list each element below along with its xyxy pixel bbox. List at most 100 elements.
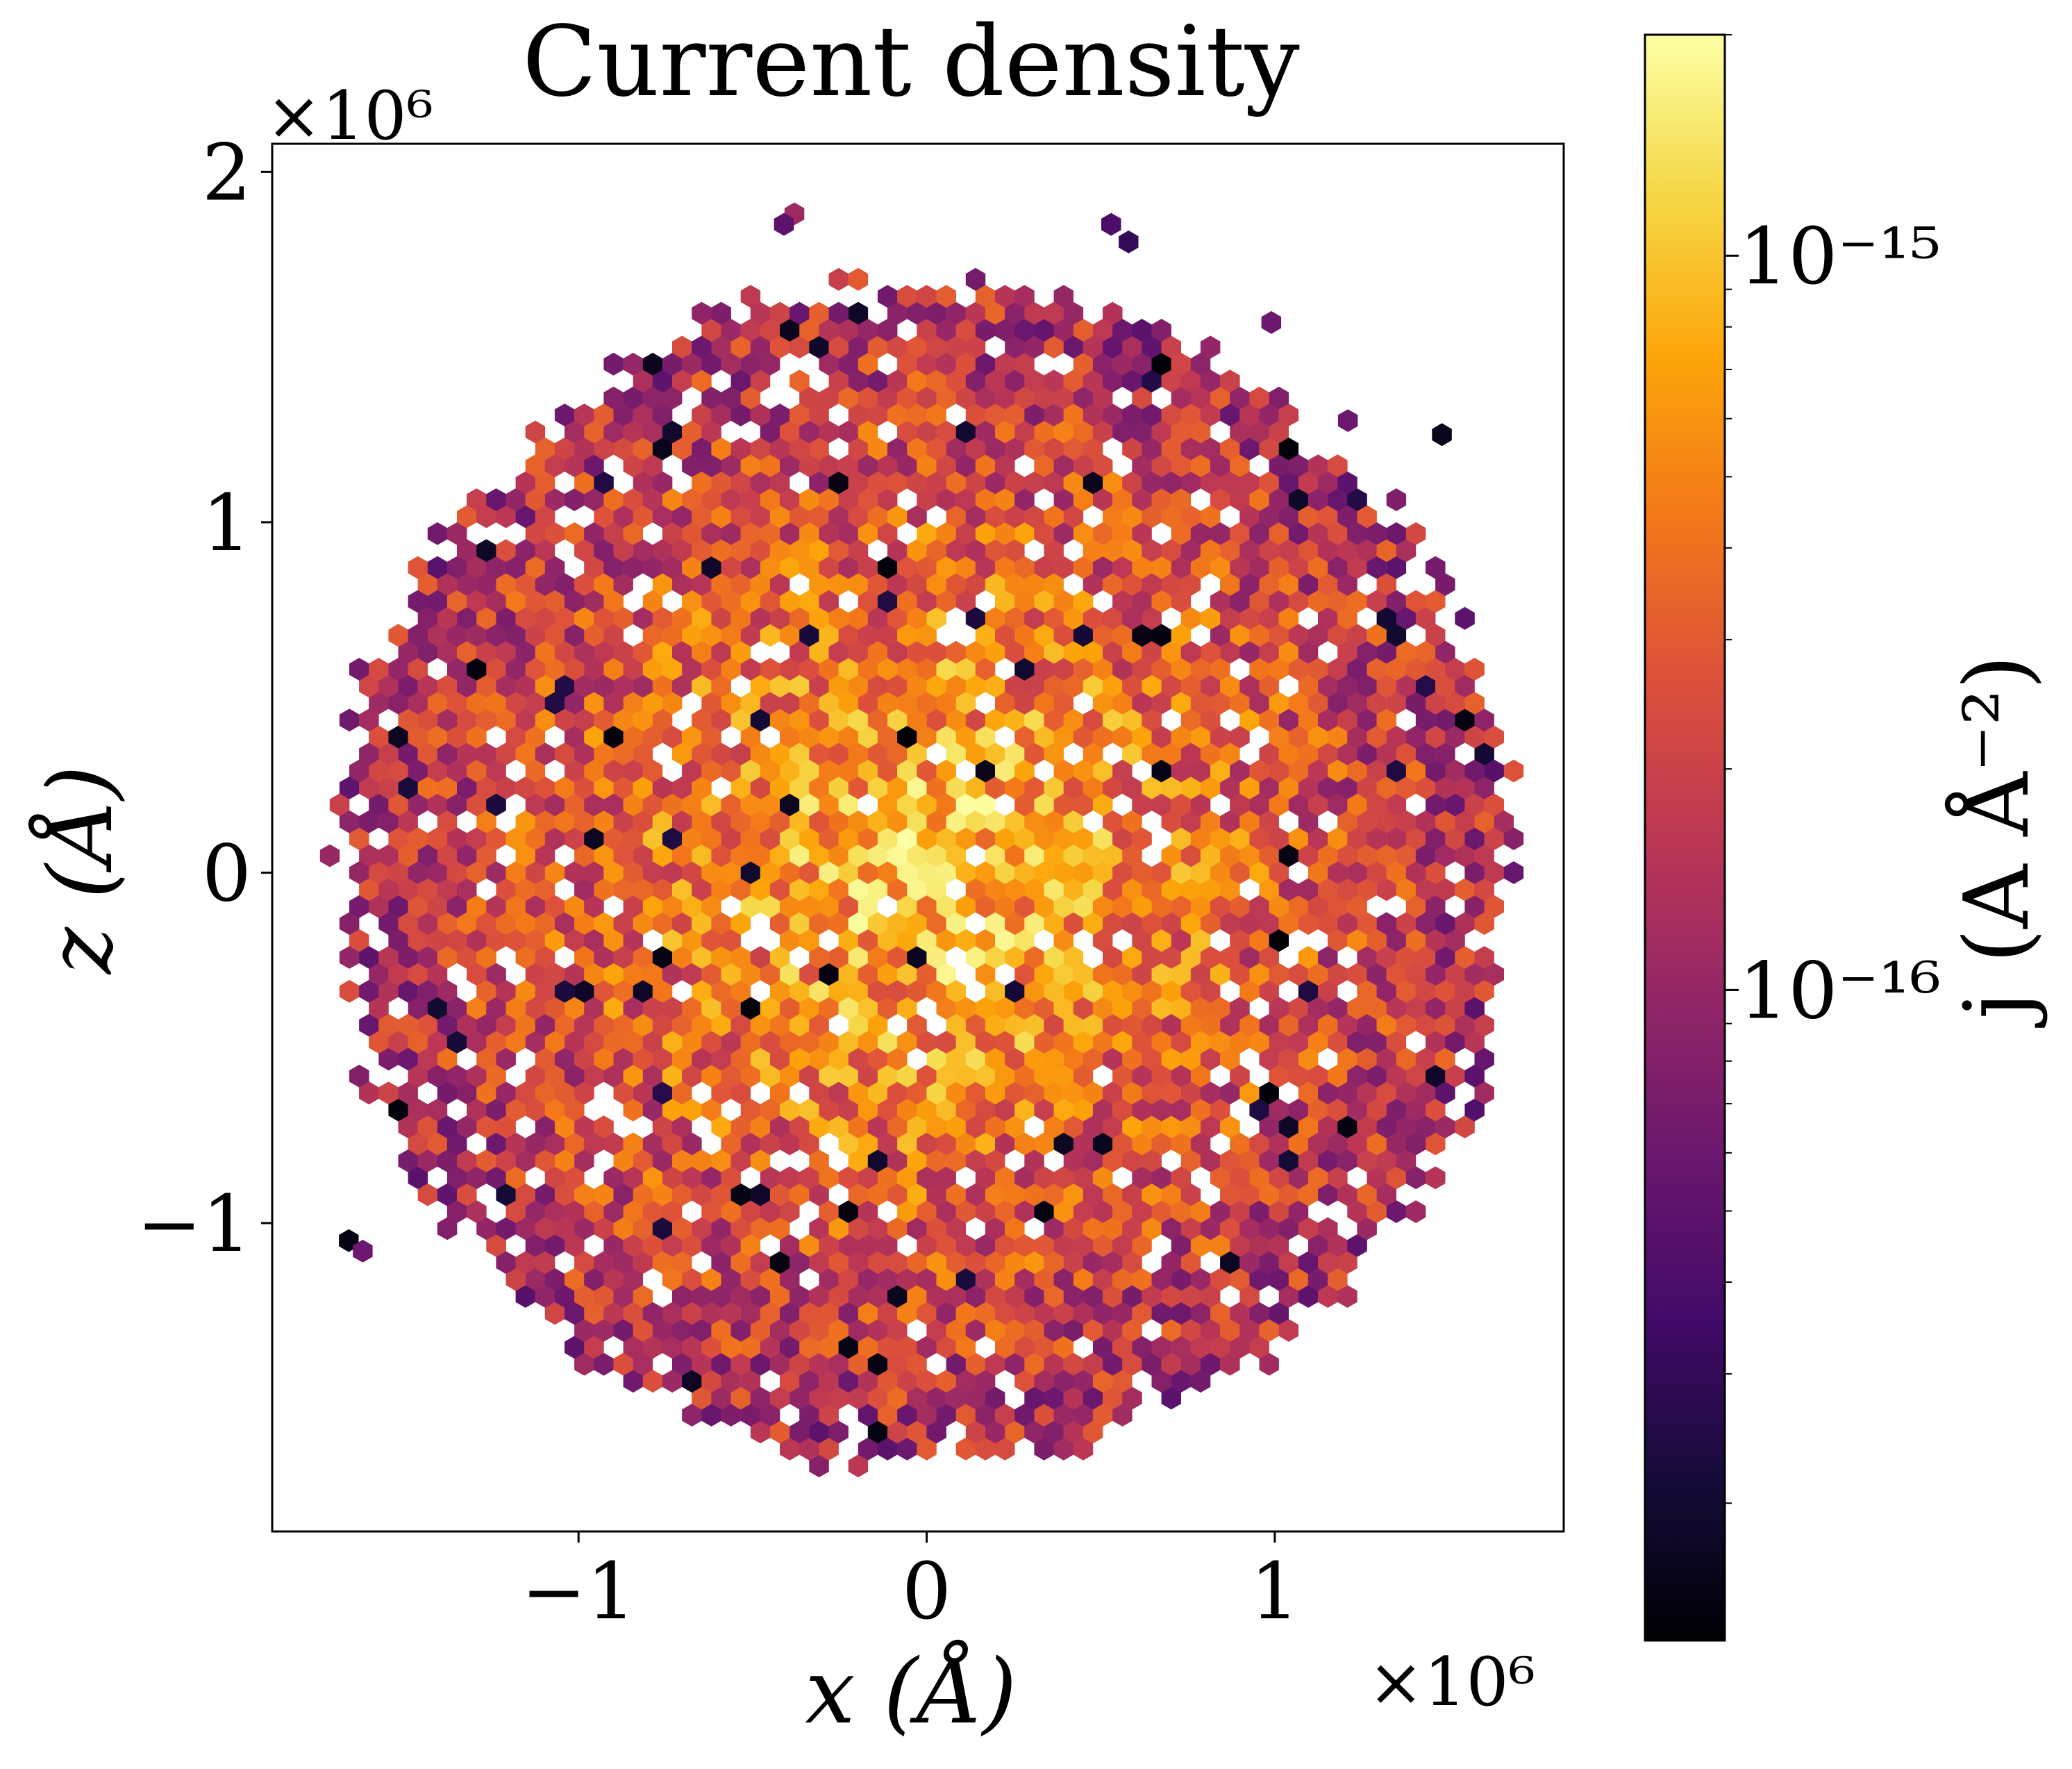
hexbin-cell bbox=[858, 1031, 878, 1054]
hexbin-cell bbox=[672, 912, 692, 936]
hexbin-cell bbox=[1083, 1352, 1103, 1376]
hexbin-cell bbox=[721, 1336, 741, 1359]
hexbin-cell bbox=[1053, 759, 1073, 783]
hexbin-cell bbox=[398, 979, 418, 1003]
hexbin-cell bbox=[1063, 437, 1084, 460]
hexbin-cell bbox=[1259, 912, 1279, 936]
hexbin-cell bbox=[917, 759, 937, 783]
hexbin-cell bbox=[476, 912, 496, 936]
hexbin-cell bbox=[496, 1115, 516, 1138]
hexbin-cell bbox=[819, 352, 839, 376]
hexbin-cell bbox=[1063, 1217, 1084, 1240]
hexbin-cell bbox=[740, 1064, 761, 1088]
hexbin-cell bbox=[692, 946, 712, 969]
hexbin-cell bbox=[1298, 539, 1319, 563]
hexbin-cell bbox=[769, 742, 790, 765]
hexbin-cell bbox=[887, 301, 908, 325]
hexbin-cell bbox=[809, 539, 829, 563]
hexbin-cell bbox=[359, 1013, 379, 1037]
hexbin-cell bbox=[858, 454, 878, 478]
hexbin-cell bbox=[525, 895, 546, 918]
hexbin-cell bbox=[740, 1370, 761, 1393]
hexbin-cell bbox=[1259, 844, 1279, 867]
hexbin-cell bbox=[1426, 929, 1446, 952]
hexbin-cell bbox=[1288, 997, 1309, 1020]
hexbin-cell bbox=[1269, 861, 1289, 884]
hexbin-cell bbox=[1180, 674, 1201, 698]
hexbin-cell bbox=[1347, 759, 1367, 783]
hexbin-cell bbox=[623, 420, 643, 444]
hexbin-cell bbox=[926, 979, 946, 1003]
hexbin-cell bbox=[1239, 1217, 1260, 1240]
hexbin-cell bbox=[1200, 912, 1221, 936]
hexbin-cell bbox=[887, 742, 908, 765]
hexbin-cell bbox=[682, 1404, 702, 1427]
hexbin-cell bbox=[858, 725, 878, 749]
hexbin-cell bbox=[535, 979, 555, 1003]
hexbin-cell bbox=[1405, 522, 1426, 545]
hexbin-cell bbox=[1396, 946, 1417, 969]
hexbin-cell bbox=[1005, 573, 1025, 596]
hexbin-cell bbox=[965, 1319, 986, 1342]
hexbin-cell bbox=[574, 1319, 594, 1342]
hexbin-cell bbox=[1298, 979, 1319, 1003]
hexbin-cell bbox=[525, 793, 546, 817]
hexbin-cell bbox=[877, 1268, 898, 1291]
hexbin-cell bbox=[1073, 1234, 1094, 1257]
hexbin-cell bbox=[1122, 369, 1142, 393]
hexbin-cell bbox=[858, 1268, 878, 1291]
hexbin-cell bbox=[1200, 742, 1221, 765]
hexbin-cell bbox=[730, 1217, 751, 1240]
hexbin-cell bbox=[408, 963, 428, 986]
hexbin-cell bbox=[565, 997, 585, 1020]
hexbin-cell bbox=[1132, 827, 1152, 851]
hexbin-cell bbox=[1142, 979, 1162, 1003]
hexbin-cell bbox=[799, 1166, 819, 1190]
hexbin-cell bbox=[544, 1132, 565, 1156]
hexbin-cell bbox=[574, 606, 594, 630]
hexbin-cell bbox=[1142, 437, 1162, 460]
hexbin-cell bbox=[1122, 674, 1142, 698]
hexbin-cell bbox=[1432, 423, 1452, 447]
hexbin-cell bbox=[1259, 1115, 1279, 1138]
hexbin-cell bbox=[828, 335, 849, 359]
hexbin-cell bbox=[780, 929, 800, 952]
hexbin-cell bbox=[780, 1166, 800, 1190]
hexbin-cell bbox=[1161, 674, 1181, 698]
hexbin-cell bbox=[398, 708, 418, 732]
hexbin-cell bbox=[515, 539, 535, 563]
hexbin-cell bbox=[1239, 404, 1260, 426]
hexbin-cell bbox=[897, 1166, 917, 1190]
hexbin-cell bbox=[682, 1336, 702, 1359]
hexbin-cell bbox=[955, 861, 976, 884]
hexbin-cell bbox=[1122, 776, 1142, 799]
hexbin-cell bbox=[1024, 1013, 1044, 1037]
hexbin-cell bbox=[780, 319, 800, 342]
hexbin-cell bbox=[1426, 1031, 1446, 1054]
hexbin-cell bbox=[936, 1234, 956, 1257]
hexbin-cell bbox=[721, 1370, 741, 1393]
hexbin-cell bbox=[828, 1081, 849, 1105]
hexbin-cell bbox=[1171, 827, 1192, 851]
hexbin-cell bbox=[603, 997, 624, 1020]
hexbin-cell bbox=[427, 725, 448, 749]
hexbin-cell bbox=[809, 640, 829, 664]
hexbin-cell bbox=[907, 369, 927, 393]
hexbin-cell bbox=[682, 1166, 702, 1190]
hexbin-cell bbox=[486, 1031, 506, 1054]
hexbin-cell bbox=[1005, 437, 1025, 460]
hexbin-cell bbox=[965, 1420, 986, 1444]
hexbin-cell bbox=[633, 1047, 653, 1071]
hexbin-cell bbox=[623, 352, 643, 376]
hexbin-cell bbox=[535, 505, 555, 529]
hexbin-cell bbox=[1063, 1149, 1084, 1172]
hexbin-cell bbox=[711, 640, 731, 664]
hexbin-cell bbox=[1014, 1234, 1035, 1257]
hexbin-cell bbox=[1220, 606, 1240, 630]
hexbin-cell bbox=[809, 1149, 829, 1172]
hexbin-cell bbox=[1455, 606, 1475, 630]
hexbin-cell bbox=[1151, 895, 1171, 918]
hexbin-cell bbox=[417, 844, 438, 867]
hexbin-cell bbox=[1092, 1370, 1113, 1393]
hexbin-cell bbox=[1259, 505, 1279, 529]
